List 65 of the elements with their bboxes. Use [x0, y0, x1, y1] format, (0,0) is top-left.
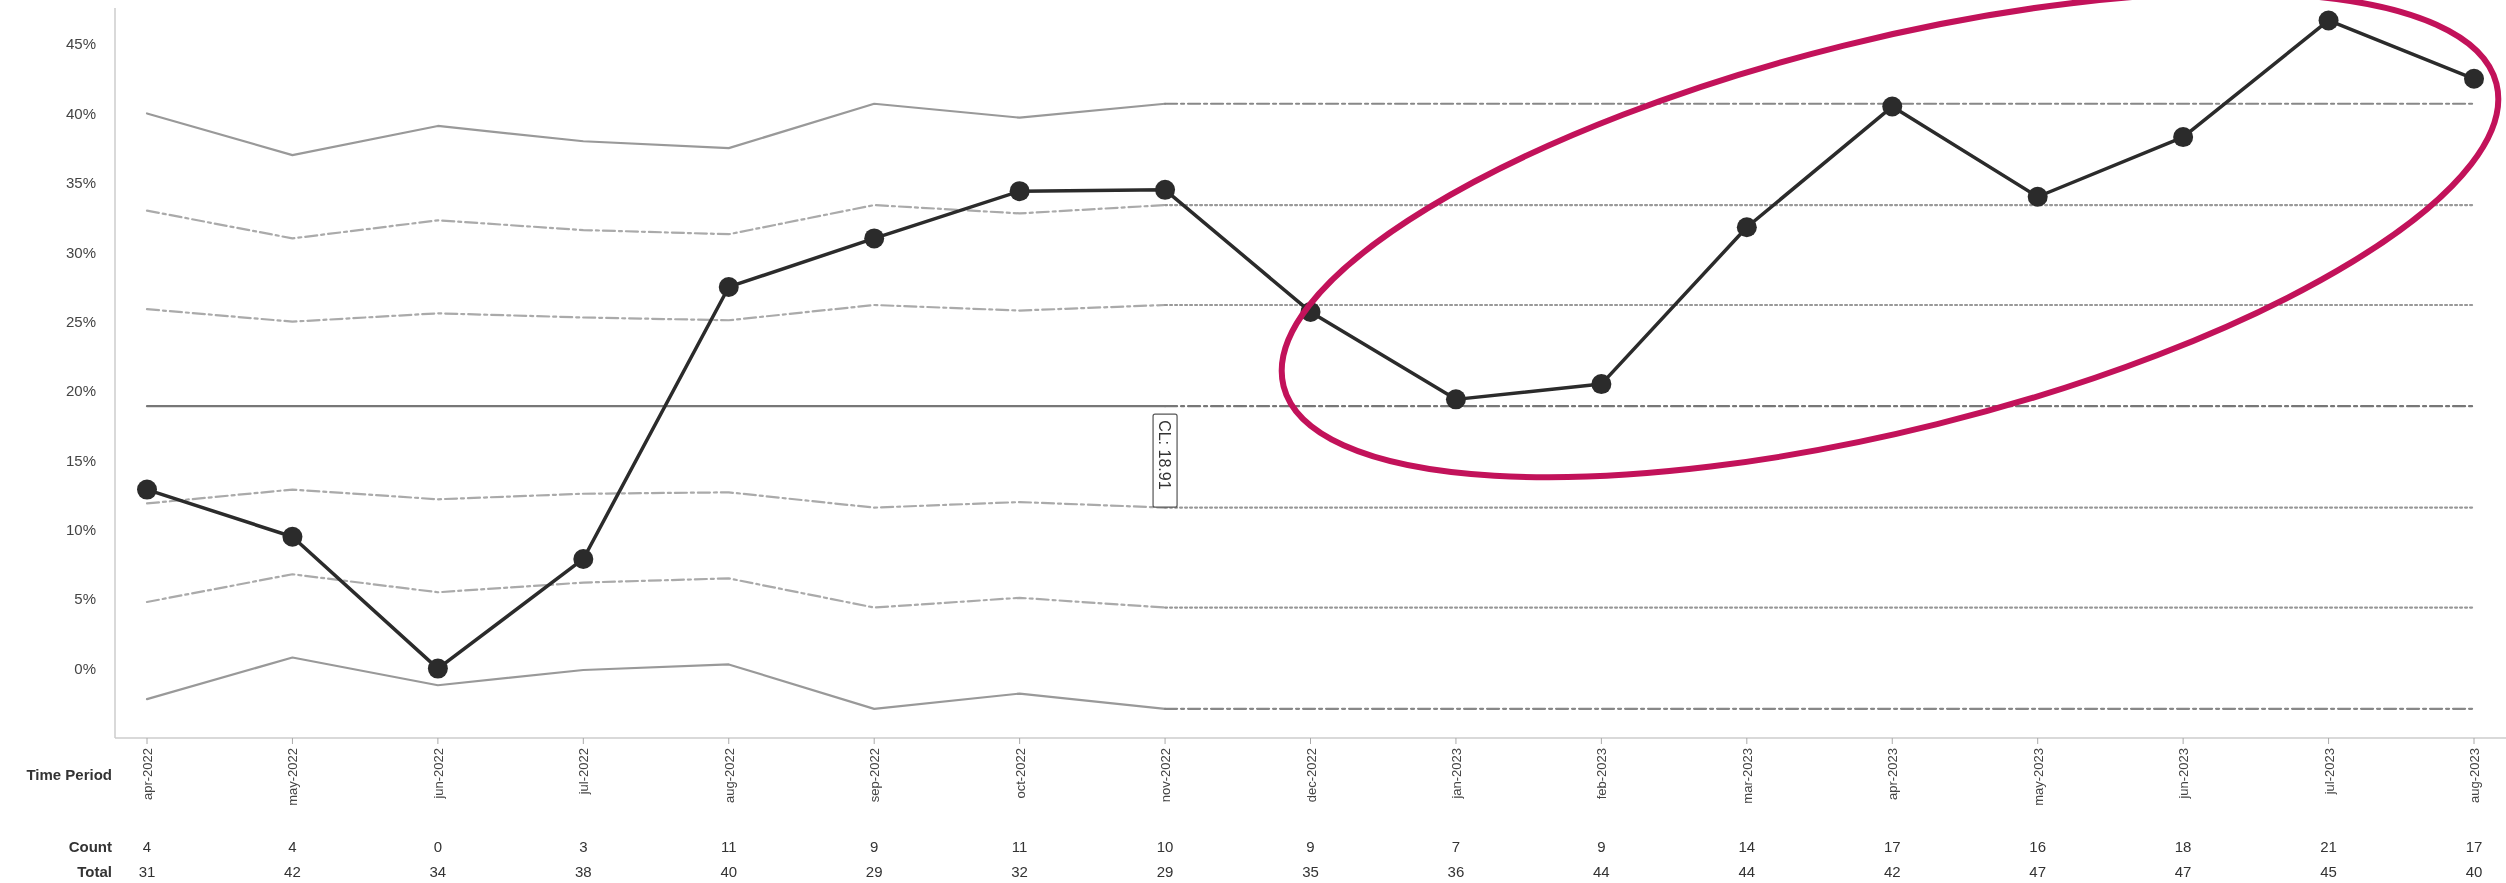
text: 16 — [2029, 838, 2047, 855]
text: Count — [68, 838, 112, 855]
text: 0 — [433, 838, 443, 855]
text: 42 — [1883, 863, 1901, 880]
x-tick-label: oct-2022 — [1012, 748, 1028, 799]
text: 36 — [1447, 863, 1465, 880]
x-tick-label: apr-2022 — [140, 748, 155, 801]
y-tick-label: 20% — [65, 382, 96, 400]
x-tick-label: sep-2022 — [867, 748, 883, 803]
x-tick-label: feb-2023 — [1594, 748, 1610, 800]
x-tick-label: nov-2022 — [1158, 748, 1174, 803]
text: 21 — [2320, 838, 2337, 855]
x-axis-title: Time Period — [26, 766, 112, 783]
text: 17 — [1883, 838, 1901, 855]
y-tick-label: 15% — [65, 451, 96, 469]
x-tick-label: jun-2023 — [2176, 748, 2192, 800]
y-tick-label: 10% — [65, 521, 96, 539]
y-tick-label: 35% — [65, 174, 96, 192]
text: 9 — [870, 838, 879, 855]
x-tick-label: aug-2022 — [721, 748, 737, 803]
x-tick-label: dec-2022 — [1303, 748, 1319, 803]
text: 45 — [2320, 863, 2337, 880]
text: 44 — [1738, 863, 1756, 880]
x-tick-label: mar-2023 — [1739, 748, 1755, 804]
text: 40 — [2465, 863, 2483, 880]
x-tick-label: may-2022 — [285, 748, 301, 806]
text: 47 — [2029, 863, 2047, 880]
annotation: CL: 18.91 — [1156, 420, 1174, 490]
text: 11 — [1011, 838, 1028, 855]
text: 9 — [1306, 838, 1315, 855]
text: 18 — [2174, 838, 2192, 855]
text: 44 — [1593, 863, 1610, 880]
text: 32 — [1011, 863, 1028, 880]
text: 4 — [288, 838, 297, 855]
x-tick-label: may-2023 — [2030, 748, 2046, 806]
y-tick-label: 30% — [65, 243, 96, 261]
text: 11 — [720, 838, 737, 855]
y-tick-label: 0% — [74, 659, 96, 677]
text: 7 — [1451, 838, 1461, 855]
text: 35 — [1302, 863, 1319, 880]
text: 42 — [284, 863, 301, 880]
x-tick-label: apr-2023 — [1885, 748, 1901, 801]
y-tick-label: 25% — [65, 312, 96, 330]
text: 29 — [865, 863, 883, 880]
text: Total — [77, 863, 112, 880]
text: 34 — [429, 863, 447, 880]
text: 14 — [1738, 838, 1756, 855]
y-tick-label: 5% — [74, 590, 96, 608]
x-tick-label: jan-2023 — [1448, 748, 1464, 800]
x-tick-label: jul-2022 — [576, 748, 592, 796]
text: 17 — [2465, 838, 2483, 855]
text: 29 — [1156, 863, 1174, 880]
y-tick-label: 40% — [65, 104, 96, 122]
text: 40 — [720, 863, 738, 880]
text: 31 — [138, 863, 156, 880]
x-tick-label: jul-2023 — [2321, 748, 2337, 796]
text: 47 — [2174, 863, 2192, 880]
text: 9 — [1597, 838, 1606, 855]
text: 10 — [1156, 838, 1174, 855]
x-tick-label: jun-2022 — [430, 748, 446, 800]
x-tick-label: aug-2023 — [2467, 748, 2482, 803]
y-tick-label: 45% — [65, 35, 96, 53]
text: 3 — [579, 838, 588, 855]
text: 4 — [142, 838, 152, 855]
text: 38 — [574, 863, 592, 880]
